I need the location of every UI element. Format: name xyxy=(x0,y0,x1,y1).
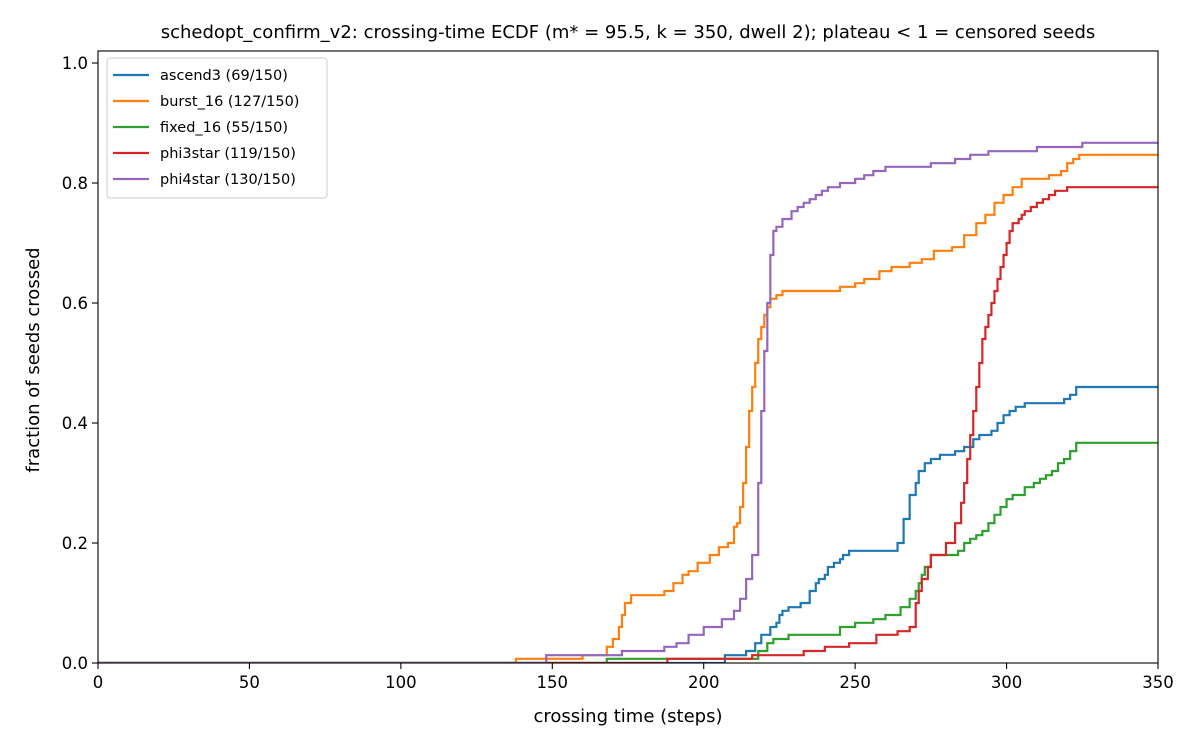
legend-label: phi4star (130/150) xyxy=(160,172,296,188)
y-axis: 0.0 0.2 0.4 0.6 0.8 1.0 xyxy=(62,54,98,673)
y-tick-label: 0.0 xyxy=(62,654,88,673)
legend-label: phi3star (119/150) xyxy=(160,146,296,162)
legend-label: burst_16 (127/150) xyxy=(160,94,299,110)
x-tick-label: 0 xyxy=(93,673,104,692)
y-tick-label: 0.2 xyxy=(62,534,88,553)
x-tick-label: 100 xyxy=(385,673,417,692)
series-line-ascend3 xyxy=(98,385,1158,663)
legend: ascend3 (69/150) burst_16 (127/150) fixed_… xyxy=(106,57,328,199)
x-tick-label: 200 xyxy=(688,673,720,692)
legend-label: ascend3 (69/150) xyxy=(160,68,288,84)
plot-area xyxy=(97,50,1159,664)
axes-frame xyxy=(97,50,1159,664)
x-tick-label: 250 xyxy=(839,673,871,692)
legend-box xyxy=(106,57,328,199)
y-tick-label: 0.8 xyxy=(62,174,88,193)
chart-title: schedopt_confirm_v2: crossing-time ECDF … xyxy=(161,22,1096,43)
y-axis-label: fraction of seeds crossed xyxy=(23,247,44,472)
x-tick-label: 50 xyxy=(239,673,260,692)
x-tick-label: 150 xyxy=(537,673,569,692)
y-tick-label: 0.4 xyxy=(62,414,88,433)
series-line-phi4star xyxy=(98,141,1158,663)
x-axis-label: crossing time (steps) xyxy=(534,706,723,727)
x-tick-label: 300 xyxy=(991,673,1023,692)
legend-label: fixed_16 (55/150) xyxy=(160,120,288,136)
series-line-phi3star xyxy=(98,186,1158,663)
x-tick-label: 350 xyxy=(1142,673,1174,692)
series-line-fixed_16 xyxy=(98,441,1158,663)
y-tick-label: 1.0 xyxy=(62,54,88,73)
y-tick-label: 0.6 xyxy=(62,294,88,313)
series-line-burst_16 xyxy=(98,153,1158,663)
x-axis: 0 50 100 150 200 250 300 350 xyxy=(93,663,1174,692)
